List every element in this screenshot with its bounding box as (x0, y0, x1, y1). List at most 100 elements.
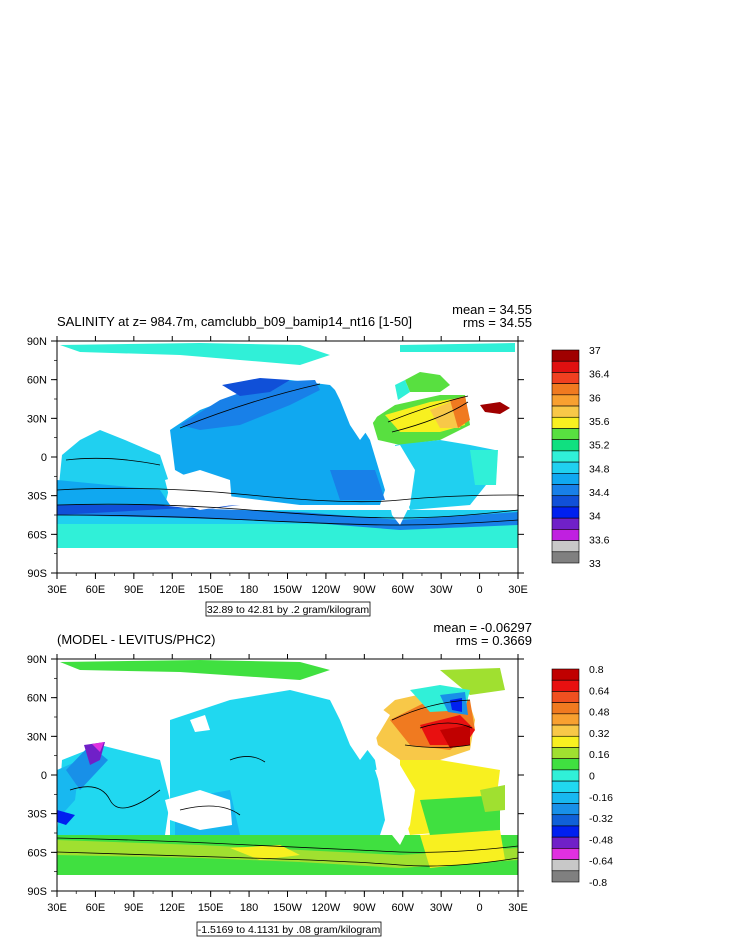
contour-lines (57, 383, 518, 526)
colorbar-swatch (551, 814, 580, 827)
rms-label: rms = 0.3669 (456, 633, 532, 648)
colorbar-swatch (551, 792, 580, 804)
colorbar-label: -0.48 (589, 834, 613, 846)
colorbar-label: -0.32 (589, 813, 613, 825)
colorbar-swatch (551, 747, 580, 759)
colorbar-swatch (551, 551, 580, 564)
colorbar-label: -0.8 (589, 877, 607, 889)
colorbar-swatch (551, 405, 580, 418)
colorbar-swatch (551, 484, 580, 497)
colorbar-label: 34 (589, 511, 601, 523)
colorbar-label: 0.8 (589, 664, 604, 676)
colorbar-swatch (551, 439, 580, 452)
colorbar-swatch (551, 495, 580, 508)
range-box (205, 601, 371, 617)
colorbar-swatch (551, 517, 580, 530)
colorbar-swatch (551, 735, 580, 748)
colorbar-swatch (551, 372, 580, 384)
colorbar-swatch (551, 713, 580, 726)
y-tick-label: 0 (41, 452, 47, 464)
colorbar-label: 0.16 (589, 749, 610, 761)
x-tick-label: 60E (86, 584, 106, 596)
colorbar-swatch (551, 473, 580, 485)
colorbar-label: -0.16 (589, 792, 613, 804)
x-tick-label: 30E (47, 902, 67, 914)
y-tick-label: 30N (27, 731, 47, 743)
colorbar-swatch (551, 360, 580, 373)
y-tick-label: 30S (27, 809, 47, 821)
y-tick-label: 60S (27, 529, 47, 541)
colorbar-label: 33.6 (589, 534, 610, 546)
colorbar-label: 0.64 (589, 685, 610, 697)
y-tick-label: 60S (27, 847, 47, 859)
y-tick-label: 60N (27, 375, 47, 387)
colorbar-swatch (551, 461, 580, 474)
colorbar-swatch (551, 836, 580, 849)
colorbar-label: 36 (589, 392, 601, 404)
colorbar-label: 35.2 (589, 440, 610, 452)
y-tick-label: 90S (27, 886, 47, 898)
colorbar-swatch (551, 780, 580, 793)
difference-map (57, 659, 518, 891)
axis-ticks: 30E 60E 90E 120E 150E 180 150W 120W 90W 60W 30W 0 30… (27, 654, 528, 914)
colorbar-swatch (551, 416, 580, 429)
rms-label: rms = 34.55 (463, 315, 532, 330)
range-label: -1.5169 to 4.1131 by .08 gram/kilogram (198, 924, 381, 936)
y-tick-label: 0 (41, 770, 47, 782)
axis-ticks: 30E 60E 90E 120E 150E 180 150W 120W 90W 60W 30W 0 30… (27, 336, 528, 596)
colorbar-swatch (551, 450, 580, 463)
colorbar-swatch (551, 702, 580, 715)
y-tick-label: 30S (27, 491, 47, 503)
colorbar-swatch (551, 394, 580, 407)
colorbar-label: 33 (589, 558, 601, 570)
colorbar-swatch (551, 859, 580, 872)
colorbar-swatch (551, 870, 580, 883)
x-tick-label: 0 (477, 584, 483, 596)
colorbar-swatch (551, 691, 580, 703)
x-tick-label: 90W (353, 902, 376, 914)
colorbar-swatch (551, 803, 580, 816)
x-tick-label: 30E (508, 902, 528, 914)
x-tick-label: 120W (312, 584, 341, 596)
colorbar-swatch (551, 383, 580, 396)
contour-lines (57, 699, 518, 867)
colorbar-label: 37 (589, 345, 601, 357)
y-tick-label: 90S (27, 568, 47, 580)
colorbar-swatch (551, 769, 580, 782)
range-box (196, 921, 382, 937)
range-label: 32.89 to 42.81 by .2 gram/kilogram (207, 604, 370, 616)
x-tick-label: 30W (430, 902, 453, 914)
x-tick-label: 150E (198, 584, 224, 596)
x-tick-label: 180 (240, 584, 258, 596)
colorbar-label: 35.6 (589, 416, 610, 428)
x-tick-label: 60E (86, 902, 106, 914)
x-tick-label: 150W (273, 902, 302, 914)
x-tick-label: 150E (198, 902, 224, 914)
colorbar-swatch (551, 428, 580, 440)
colorbar: 0.8 0.64 0.48 0.32 0.16 0 -0.16 -0.32 -0.48 -0.64… (551, 664, 613, 889)
colorbar-label: 36.4 (589, 369, 610, 381)
colorbar-swatch (551, 506, 580, 519)
x-tick-label: 0 (477, 902, 483, 914)
panel-bottom: (MODEL - LEVITUS/PHC2) mean = -0.06297 r… (27, 620, 613, 937)
x-tick-label: 30E (508, 584, 528, 596)
x-tick-label: 90E (124, 902, 144, 914)
colorbar-swatch (551, 758, 580, 771)
x-tick-label: 180 (240, 902, 258, 914)
x-tick-label: 60W (391, 584, 414, 596)
panel-top: SALINITY at z= 984.7m, camclubb_b09_bami… (27, 302, 610, 617)
colorbar-swatch (551, 540, 580, 553)
colorbar-swatch (551, 724, 580, 737)
colorbar-swatch (551, 349, 580, 362)
x-tick-label: 120E (159, 902, 185, 914)
colorbar-swatch (551, 848, 580, 860)
x-tick-label: 150W (273, 584, 302, 596)
x-tick-label: 30W (430, 584, 453, 596)
colorbar-label: 0.48 (589, 707, 610, 719)
x-tick-label: 90E (124, 584, 144, 596)
panel-title: (MODEL - LEVITUS/PHC2) (57, 632, 215, 647)
y-tick-label: 30N (27, 413, 47, 425)
colorbar-swatch (551, 679, 580, 692)
panel-title: SALINITY at z= 984.7m, camclubb_b09_bami… (57, 314, 412, 329)
